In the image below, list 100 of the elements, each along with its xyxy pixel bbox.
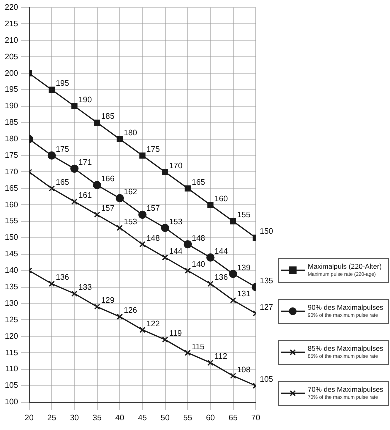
x-tick-label: 20 (24, 413, 34, 422)
data-label: 190 (78, 96, 93, 105)
y-tick-label: 195 (4, 85, 19, 94)
data-label: 195 (56, 79, 70, 88)
x-tick-label: 35 (92, 413, 102, 422)
data-label: 135 (260, 276, 274, 286)
data-label: 144 (169, 246, 184, 256)
data-label: 136 (214, 273, 229, 282)
y-tick-label: 110 (6, 364, 19, 374)
data-label: 133 (78, 283, 93, 292)
point (72, 198, 78, 205)
y-tick-label: 140 (4, 266, 19, 276)
point (230, 373, 236, 380)
y-tick-label: 200 (4, 68, 19, 78)
point (230, 218, 236, 225)
x-tick-label: 25 (48, 413, 58, 422)
point (94, 120, 100, 126)
point (184, 350, 192, 356)
data-label: 148 (192, 234, 206, 243)
x-tick-label: 70 (252, 413, 261, 422)
x-tick-label: 45 (138, 413, 148, 422)
data-label: 155 (237, 210, 252, 220)
point (184, 268, 192, 274)
data-label: 162 (124, 188, 138, 197)
data-label: 185 (101, 112, 116, 122)
data-label: 180 (124, 128, 138, 138)
point (116, 194, 124, 203)
y-tick-label: 105 (4, 381, 19, 390)
point (208, 360, 214, 366)
data-label: 131 (237, 290, 252, 299)
y-tick-label: 190 (4, 102, 19, 111)
point (230, 297, 236, 304)
y-tick-label: 175 (4, 150, 19, 160)
y-tick-label: 125 (4, 315, 19, 324)
data-label: 157 (101, 204, 116, 214)
data-label: 139 (237, 263, 252, 272)
data-label: 153 (124, 217, 138, 226)
data-label: 140 (192, 260, 206, 270)
y-tick-label: 160 (4, 200, 19, 210)
point (162, 169, 168, 176)
data-label: 175 (146, 144, 161, 154)
point (94, 212, 100, 218)
point (162, 336, 168, 343)
point (206, 254, 215, 262)
y-tick-label: 210 (4, 36, 19, 45)
y-tick-label: 165 (4, 184, 19, 193)
data-label: 112 (214, 352, 228, 362)
point (140, 326, 146, 334)
point (162, 254, 168, 261)
data-label: 175 (56, 144, 70, 154)
y-tick-label: 120 (4, 332, 19, 341)
data-label: 165 (56, 178, 70, 187)
y-tick-label: 170 (4, 167, 19, 176)
y-tick-label: 150 (4, 233, 19, 242)
point (140, 152, 146, 159)
point (48, 280, 56, 288)
y-tick-label: 215 (4, 19, 19, 28)
y-tick-label: 145 (4, 250, 19, 259)
x-tick-label: 30 (70, 413, 80, 422)
data-label: 115 (192, 342, 206, 352)
y-tick-label: 130 (4, 298, 19, 308)
data-label: 108 (237, 365, 252, 374)
point (138, 210, 147, 220)
data-label: 144 (214, 246, 229, 256)
data-label: 171 (78, 158, 93, 168)
y-tick-label: 135 (4, 282, 19, 292)
point (184, 240, 192, 249)
data-label: 105 (260, 375, 274, 384)
data-label: 153 (169, 217, 184, 226)
point (72, 290, 78, 297)
x-tick-label: 60 (206, 413, 216, 422)
y-tick-label: 205 (4, 52, 19, 62)
point (116, 225, 124, 232)
x-tick-label: 50 (160, 413, 170, 422)
data-label: 136 (56, 273, 70, 282)
data-label: 119 (169, 329, 183, 338)
data-label: 161 (78, 191, 93, 200)
x-tick-label: 40 (116, 413, 126, 422)
y-tick-label: 100 (4, 398, 19, 407)
point (208, 202, 214, 208)
data-label: 166 (101, 174, 116, 184)
data-label: 170 (169, 161, 184, 170)
point (161, 224, 170, 232)
data-label: 127 (260, 302, 274, 312)
x-tick-label: 55 (184, 413, 193, 422)
point (184, 186, 192, 192)
point (116, 314, 124, 320)
data-label: 157 (146, 204, 161, 214)
point (48, 186, 56, 192)
point (116, 136, 124, 142)
data-label: 122 (146, 319, 161, 328)
point (94, 304, 100, 310)
point (208, 280, 214, 288)
point (48, 152, 56, 160)
x-tick-label: 65 (228, 413, 238, 422)
point (48, 86, 56, 94)
data-label: 126 (124, 306, 138, 316)
y-tick-label: 180 (4, 134, 19, 144)
y-tick-label: 115 (6, 348, 19, 358)
y-tick-label: 185 (4, 118, 19, 128)
